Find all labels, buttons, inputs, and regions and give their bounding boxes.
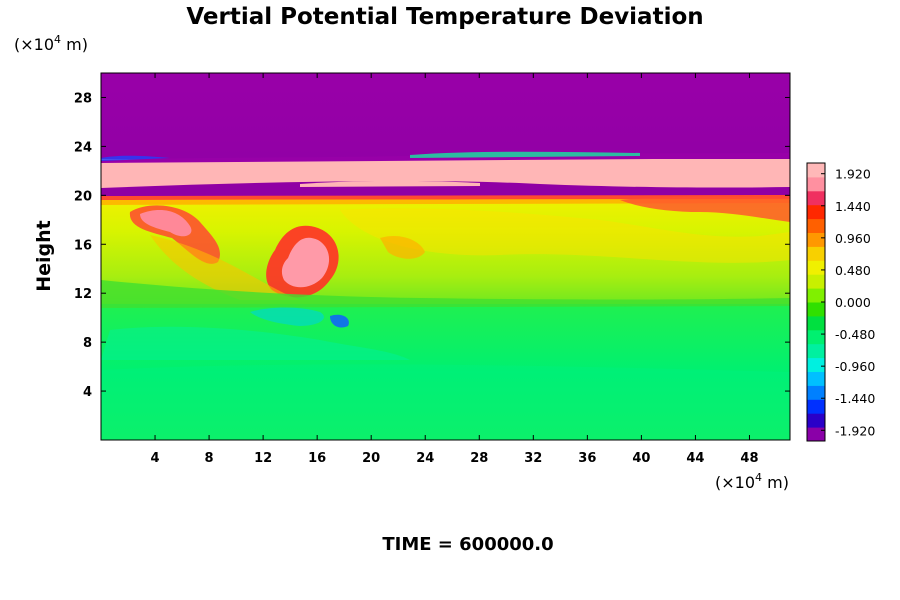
field-patch (380, 235, 425, 259)
field-streak (101, 181, 790, 197)
colorbar-swatch (807, 427, 825, 442)
colorbar-swatch (807, 413, 825, 428)
field-patch (340, 208, 790, 263)
colorbar-tick-label: -1.440 (835, 391, 875, 406)
x-tick-label: 48 (740, 451, 758, 466)
x-tick-label: 12 (254, 451, 272, 466)
y-tick-label: 12 (74, 287, 92, 302)
x-tick-label: 40 (632, 451, 650, 466)
field-patch (101, 280, 790, 308)
colorbar-tick-label: 1.920 (835, 167, 871, 182)
colorbar-swatch (807, 260, 825, 275)
colorbar-swatch (807, 176, 825, 192)
colorbar-swatch (807, 190, 825, 206)
field-patch (101, 326, 410, 360)
y-tick-label: 16 (74, 238, 92, 253)
colorbar-swatch (807, 274, 825, 289)
colorbar-swatch (807, 204, 825, 220)
x-tick-label: 4 (151, 451, 160, 466)
x-axis-ticks: 4 8 12 16 20 24 28 32 36 40 44 48 (151, 73, 759, 466)
y-axis-ticks: 4 8 12 16 20 24 28 (74, 91, 790, 400)
field-region-lower-troposphere (101, 304, 790, 440)
colorbar-swatch (807, 343, 825, 359)
field-patch (150, 235, 300, 300)
colorbar-swatch (807, 246, 825, 261)
field-streak (101, 155, 170, 161)
colorbar-swatch (807, 302, 825, 317)
y-tick-label: 4 (83, 385, 92, 400)
plot-frame (100, 72, 791, 441)
y-tick-label: 28 (74, 91, 92, 106)
colorbar-swatch (807, 315, 825, 331)
y-tick-label: 24 (74, 140, 92, 155)
x-tick-label: 16 (308, 451, 326, 466)
colorbar-tick-label: 0.480 (835, 263, 871, 278)
x-tick-label: 44 (686, 451, 704, 466)
x-tick-label: 20 (362, 451, 380, 466)
colorbar-tick-label: 1.440 (835, 199, 871, 214)
y-unit-label: (×104 m) (14, 33, 88, 54)
field-streak (410, 151, 640, 158)
colorbar-swatch (807, 385, 825, 400)
field-patch (281, 237, 330, 288)
colorbar-swatch (807, 371, 825, 386)
y-tick-label: 20 (74, 189, 92, 204)
colorbar-tick-label: -0.960 (835, 359, 875, 374)
x-tick-label: 32 (524, 451, 542, 466)
field-region-stratosphere (101, 73, 790, 159)
colorbar-swatch (807, 329, 825, 345)
x-tick-label: 36 (578, 451, 596, 466)
x-tick-label: 8 (205, 451, 214, 466)
colorbar-swatch (807, 232, 825, 247)
colorbar-swatch (807, 399, 825, 414)
field-streak (101, 199, 790, 205)
colorbar-tick-label: 0.960 (835, 231, 871, 246)
chart-title: Vertial Potential Temperature Deviation (186, 4, 703, 30)
field-streak (101, 195, 790, 200)
field-patch (101, 364, 790, 440)
colorbar-tick-label: -1.920 (835, 423, 875, 438)
field-patch (140, 210, 192, 237)
field-patch (620, 196, 790, 222)
colorbar-tick-label: -0.480 (835, 327, 875, 342)
y-axis-label: Height (33, 220, 55, 292)
field-streak (300, 180, 480, 187)
y-tick-label: 8 (83, 336, 92, 351)
x-tick-label: 28 (470, 451, 488, 466)
field-patch (250, 307, 324, 326)
colorbar-swatch (807, 288, 825, 303)
colorbar-swatch (807, 357, 825, 372)
colorbar: 1.920 1.440 0.960 0.480 0.000 -0.480 -0.960 -1.… (806, 162, 875, 442)
x-tick-label: 24 (416, 451, 434, 466)
colorbar-swatch (807, 218, 825, 233)
field-patch (330, 314, 349, 328)
heatmap-field (101, 73, 790, 440)
x-unit-label: (×104 m) (715, 471, 789, 492)
time-label: TIME = 600000.0 (382, 534, 553, 555)
colorbar-swatch (807, 163, 825, 178)
colorbar-tick-label: 0.000 (835, 295, 871, 310)
